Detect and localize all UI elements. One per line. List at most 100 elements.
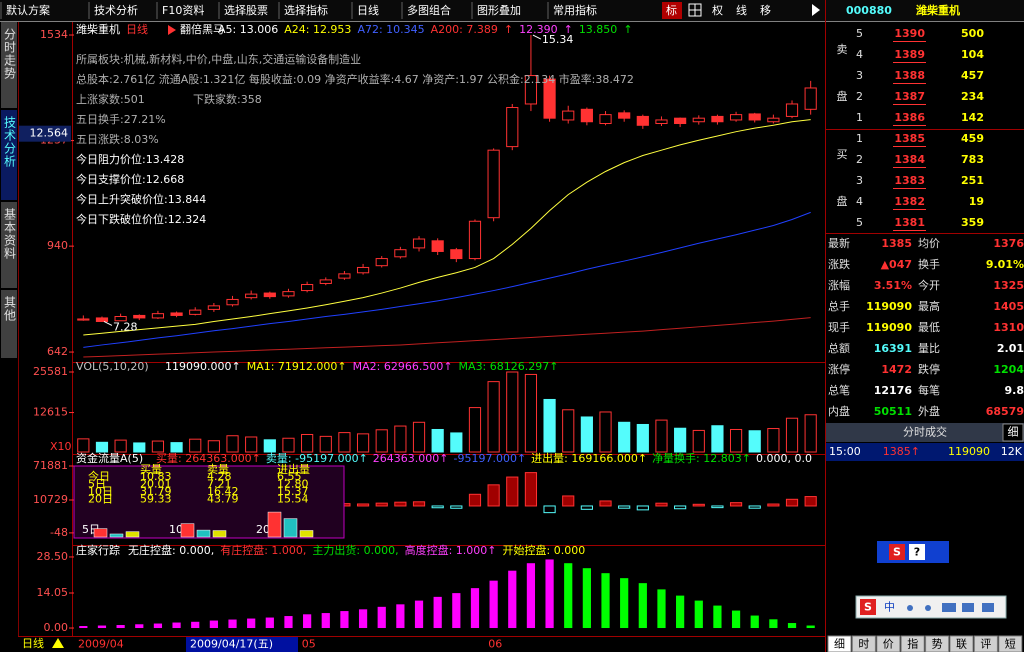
ime-icon [962, 603, 974, 612]
volume-bar [114, 439, 127, 453]
book-price[interactable]: 1390 [894, 27, 925, 40]
quote-value: 1405 [993, 300, 1024, 313]
toolbar-button[interactable]: 多图组合 [407, 3, 451, 17]
volume-bar [394, 425, 407, 453]
info-text: 今日上升突破价位:13.844 [76, 192, 206, 206]
book-price[interactable]: 1383 [894, 174, 925, 187]
bottom-tab-label[interactable]: 短 [1005, 637, 1016, 651]
candle-body [450, 249, 463, 260]
toolbar-button[interactable]: 常用指标 [553, 3, 597, 17]
side-tab[interactable] [1, 202, 17, 288]
book-price[interactable]: 1385 [894, 132, 925, 145]
toolbar-button[interactable]: 日线 [357, 3, 379, 17]
quote-value: 9.01% [986, 258, 1024, 271]
side-tab-label[interactable]: 技术分析 [3, 116, 17, 168]
toolbar-button[interactable]: 图形叠加 [477, 4, 521, 17]
side-tab[interactable] [1, 290, 17, 358]
book-price[interactable]: 1381 [894, 216, 925, 229]
toolbar-button[interactable]: 权 [712, 4, 723, 17]
ime-toolbar[interactable] [855, 595, 1007, 619]
volume-bar [618, 421, 631, 453]
cursor-price-bg [19, 125, 71, 142]
period[interactable]: 日线 [22, 636, 44, 650]
toolbar-button[interactable]: 选择股票 [224, 3, 268, 17]
zhuang-bar [414, 600, 424, 629]
toolbar-icon[interactable] [688, 3, 702, 17]
bottom-tab[interactable] [876, 635, 901, 652]
bottom-tab[interactable] [949, 635, 974, 652]
bottom-tab-label[interactable]: 联 [956, 638, 967, 651]
book-price[interactable]: 1382 [894, 195, 925, 208]
toolbar-button[interactable]: 选择指标 [284, 3, 328, 17]
quote-label: 内盘 [828, 404, 850, 418]
fund-bar [375, 502, 388, 507]
y-tick-label: 71881 [33, 459, 68, 472]
side-tab-label[interactable]: 基本资料 [3, 208, 17, 260]
side-tab-label[interactable]: 其他 [3, 296, 17, 322]
bottom-tab[interactable] [900, 635, 925, 652]
header-value: A24: 12.953 [284, 23, 351, 36]
period-triangle[interactable] [52, 638, 64, 648]
quote-label: 最低 [918, 321, 940, 334]
book-volume: 359 [961, 216, 984, 229]
ime-icon [982, 603, 994, 612]
cursor-date: 2009/04/17(五) [190, 638, 273, 651]
book-price[interactable]: 1384 [894, 153, 925, 166]
book-price[interactable]: 1386 [894, 111, 925, 124]
side-tab[interactable] [1, 110, 17, 200]
side-tab[interactable] [1, 22, 17, 108]
toolbar-button[interactable]: 标 [666, 3, 677, 17]
fund-bar [729, 502, 743, 507]
bottom-tab[interactable] [925, 635, 950, 652]
next-arrow[interactable] [812, 4, 820, 16]
volume-bar [524, 373, 538, 453]
book-level: 1 [856, 132, 863, 145]
zhuang-bar [358, 609, 368, 629]
detail-button[interactable] [1002, 423, 1024, 442]
book-volume: 783 [961, 153, 984, 166]
y-tick-label: 12615 [33, 406, 68, 419]
bottom-tab[interactable] [998, 635, 1023, 652]
toolbar-button[interactable]: 线 [736, 3, 747, 17]
toolbar-button[interactable]: 技术分析 [94, 3, 138, 17]
ime-help[interactable]: ? [914, 546, 920, 559]
book-price[interactable]: 1388 [894, 69, 925, 82]
detail-label[interactable]: 细 [1008, 426, 1019, 439]
zhuang-bar [265, 617, 274, 629]
book-side-label: 卖 [837, 43, 848, 56]
book-price[interactable]: 1389 [894, 48, 925, 61]
bottom-tab[interactable] [851, 635, 876, 652]
low-label: 7.28 [113, 320, 138, 333]
toolbar-button[interactable]: F10资料 [162, 3, 204, 17]
bottom-tab-label[interactable]: 价 [883, 638, 894, 651]
toolbar-button[interactable]: 移 [760, 4, 771, 17]
toolbar-button[interactable]: 默认方案 [6, 3, 50, 17]
bottom-tab-label[interactable]: 细 [834, 638, 845, 651]
bottom-tab[interactable] [827, 635, 852, 652]
trade-row-bg [826, 443, 1024, 461]
header-value: 高度控盘: 1.000↑ [405, 543, 497, 557]
inset-row-label: 5日 [88, 478, 106, 491]
fund-bar [524, 472, 538, 507]
candle-body [636, 115, 649, 126]
bottom-tab-label[interactable]: 指 [907, 637, 918, 651]
bottom-tab-label[interactable]: 势 [932, 638, 943, 651]
inset-value: 10.83 [140, 470, 172, 483]
book-level: 2 [856, 153, 863, 166]
book-price[interactable]: 1387 [894, 90, 925, 103]
volume-bar [170, 442, 183, 453]
bottom-tab[interactable] [973, 635, 998, 652]
header-value: 无庄控盘: 0.000, [128, 543, 214, 557]
side-tab-label[interactable]: 分时走势 [3, 28, 17, 80]
volume-bar [729, 428, 743, 453]
bottom-tab-label[interactable]: 评 [980, 638, 991, 651]
x-tick-label: 06 [488, 638, 502, 651]
zhuang-bar [787, 623, 797, 629]
zhuang-bar [247, 618, 256, 629]
ime-lang[interactable]: 中 [884, 601, 895, 614]
header-value: ↑ [623, 23, 632, 36]
header-value: 买量: 264363.000↑ [156, 452, 261, 465]
zhuang-bar [769, 619, 778, 629]
header-value: 开始控盘: 0.000 [503, 543, 586, 557]
bottom-tab-label[interactable]: 时 [858, 638, 869, 651]
